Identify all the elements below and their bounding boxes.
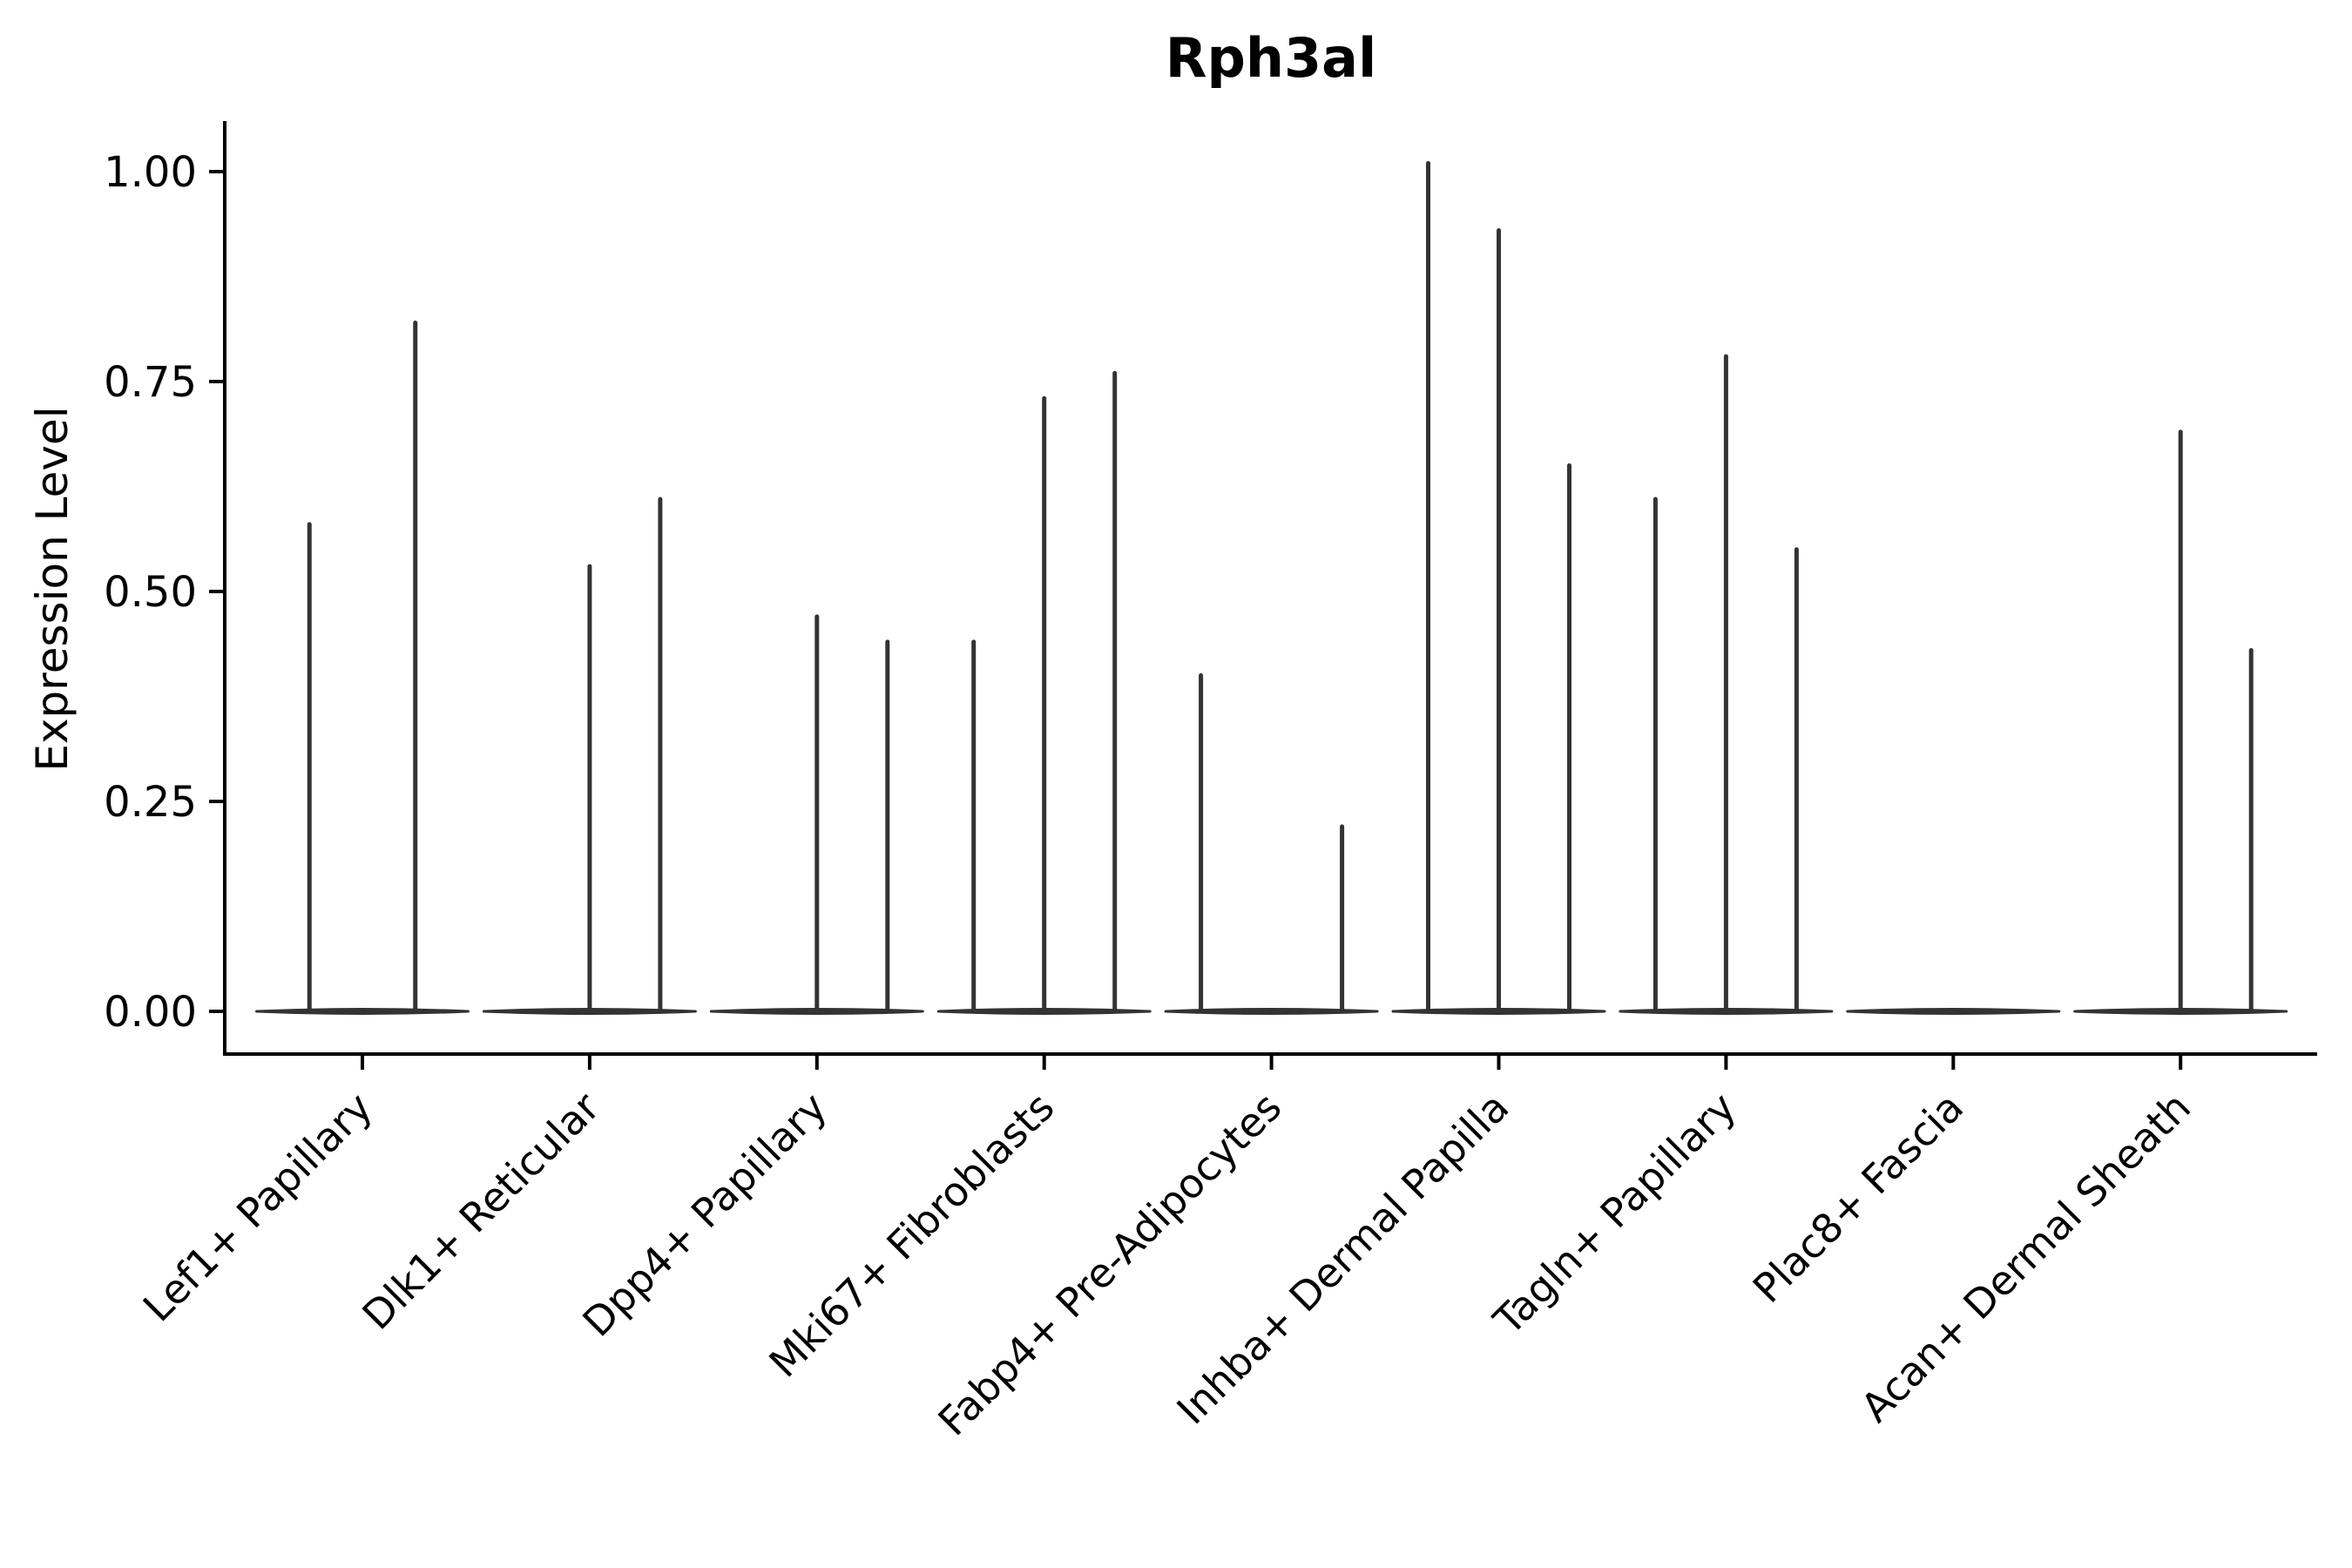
y-tick-label: 0.25 [104,778,197,827]
y-tick-label: 0.50 [104,568,197,617]
x-tick-label: Lef1+ Papillary [134,1084,382,1331]
x-tick-label: Dpp4+ Papillary [573,1084,835,1346]
y-tick-label: 0.00 [104,988,197,1037]
x-tick-label: Dlk1+ Reticular [353,1084,608,1339]
violin-group: Tagln+ Papillary [1484,354,1834,1345]
violin-baseline [255,1008,470,1015]
violin-group: Acan+ Dermal Sheath [1852,429,2288,1431]
chart-title: Rph3al [1165,26,1377,90]
x-tick-label: Plac8+ Fascia [1744,1084,1972,1312]
x-tick-label: Tagln+ Papillary [1484,1084,1746,1345]
y-tick-label: 0.75 [104,358,197,407]
violin-group: Lef1+ Papillary [134,321,470,1331]
violin-group: Dlk1+ Reticular [353,497,697,1339]
violin-group: Dpp4+ Papillary [573,614,924,1346]
y-tick-label: 1.00 [104,148,197,197]
violin-group: Fabp4+ Pre-Adipocytes [929,672,1379,1445]
violin-group: Inhba+ Dermal Papilla [1167,160,1606,1433]
violin-baseline [1846,1008,2061,1015]
violin-baseline [1164,1008,1379,1015]
